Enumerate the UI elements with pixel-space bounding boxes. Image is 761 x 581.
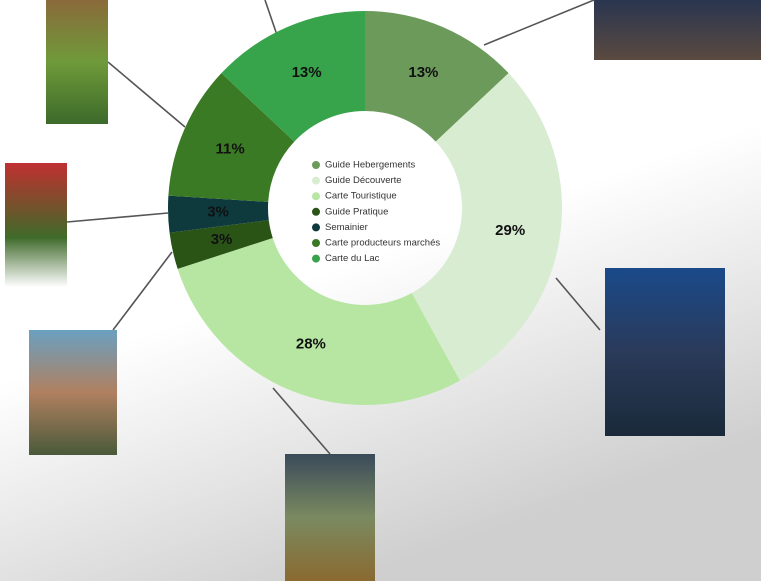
brochure-image	[29, 330, 117, 455]
brochure-image	[605, 268, 725, 436]
data-label: 3%	[211, 231, 233, 248]
data-label: 13%	[292, 64, 322, 81]
brochure-image	[285, 454, 375, 581]
legend-label: Semainier	[325, 222, 368, 233]
legend-label: Carte du Lac	[325, 253, 380, 264]
legend-marker	[312, 255, 320, 263]
data-label: 13%	[408, 64, 438, 81]
legend-label: Carte producteurs marchés	[325, 238, 440, 249]
legend-label: Guide Pratique	[325, 206, 388, 217]
legend-label: Guide Découverte	[325, 175, 402, 186]
brochure-image	[594, 0, 761, 60]
chart: 13% 29% 28% 3% 3% 11% 13% Guide Hebergements Gui…	[0, 0, 761, 581]
data-label: 29%	[495, 222, 525, 239]
data-label: 11%	[215, 141, 244, 158]
legend-label: Carte Touristique	[325, 191, 397, 202]
legend-marker	[312, 239, 320, 247]
legend-marker	[312, 192, 320, 200]
donut: 13% 29% 28% 3% 3% 11% 13% Guide Hebergements Gui…	[168, 11, 562, 405]
legend-label: Guide Hebergements	[325, 160, 416, 171]
brochure-image	[5, 163, 67, 287]
brochure-image	[46, 0, 108, 124]
legend-marker	[312, 208, 320, 216]
data-label: 3%	[207, 204, 229, 221]
legend-marker	[312, 223, 320, 231]
legend-marker	[312, 177, 320, 185]
legend-marker	[312, 161, 320, 169]
data-label: 28%	[296, 336, 326, 353]
